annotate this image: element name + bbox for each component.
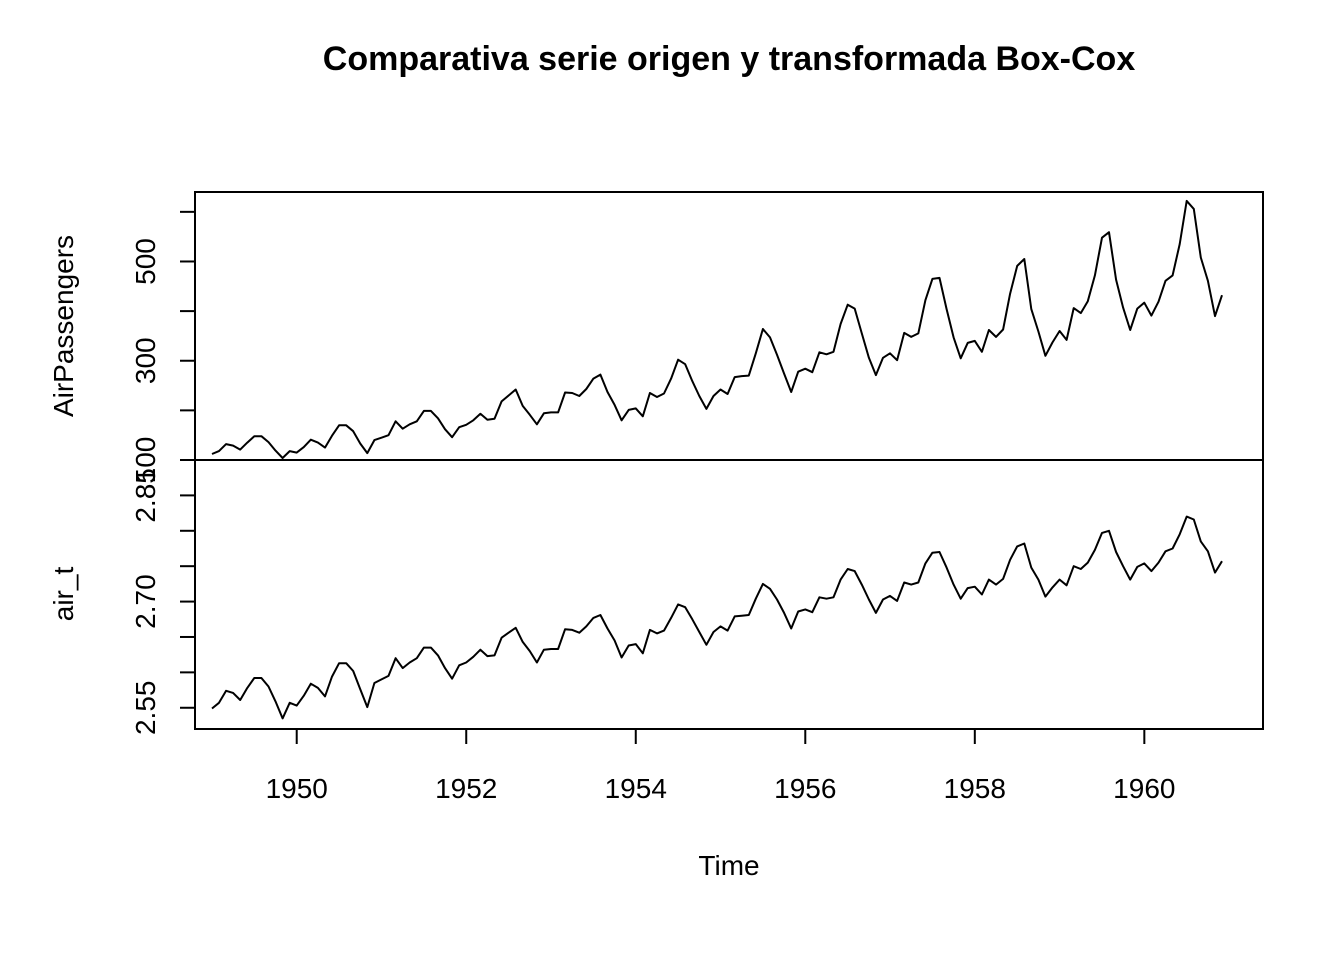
panel-bottom-frame	[194, 459, 1264, 730]
panel-bottom-y-axis-label: air_t	[48, 567, 79, 622]
panel-top-y-tick-label: 100	[130, 437, 161, 484]
x-tick-label: 1954	[605, 773, 667, 804]
x-tick-label: 1958	[944, 773, 1006, 804]
x-tick-label: 1956	[774, 773, 836, 804]
panel-top: 100 300 500 AirPassengers	[48, 191, 1264, 484]
x-axis-label: Time	[698, 850, 759, 881]
panel-bottom-y-axis: 2.55 2.70 2.85	[130, 468, 195, 735]
panel-bottom-y-tick-label: 2.85	[130, 468, 161, 523]
panel-bottom-y-tick-label: 2.55	[130, 681, 161, 736]
panel-top-y-tick-label: 500	[130, 238, 161, 285]
panel-bottom: 2.55 2.70 2.85 air_t	[48, 459, 1264, 735]
panel-top-y-axis-label: AirPassengers	[48, 235, 79, 417]
x-axis: 1950 1952 1954 1956 1958 1960	[266, 729, 1175, 804]
x-tick-label: 1950	[266, 773, 328, 804]
panel-top-y-axis: 100 300 500	[130, 210, 195, 484]
x-tick-label: 1960	[1113, 773, 1175, 804]
chart-title: Comparativa serie origen y transformada …	[323, 40, 1136, 78]
x-tick-label: 1952	[435, 773, 497, 804]
panel-top-frame	[194, 191, 1264, 461]
panel-bottom-y-tick-label: 2.70	[130, 574, 161, 629]
panel-top-series-line	[211, 199, 1223, 459]
panel-top-y-tick-label: 300	[130, 337, 161, 384]
panel-bottom-series-line	[211, 515, 1223, 720]
